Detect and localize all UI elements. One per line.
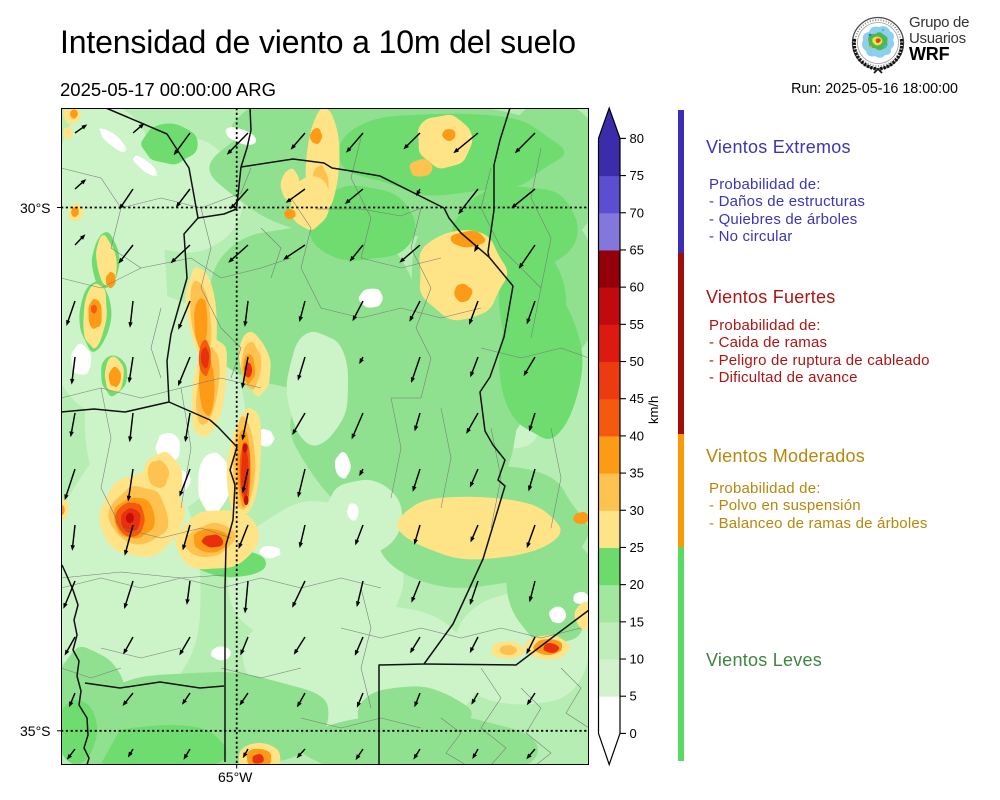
svg-text:50: 50 bbox=[630, 354, 644, 369]
svg-text:40: 40 bbox=[630, 428, 644, 443]
svg-text:10: 10 bbox=[630, 652, 644, 667]
svg-text:60: 60 bbox=[630, 280, 644, 295]
svg-text:45: 45 bbox=[630, 391, 644, 406]
svg-text:20: 20 bbox=[630, 577, 644, 592]
svg-text:35: 35 bbox=[630, 466, 644, 481]
svg-text:65: 65 bbox=[630, 242, 644, 257]
svg-text:15: 15 bbox=[630, 614, 644, 629]
svg-text:80: 80 bbox=[630, 131, 644, 146]
svg-text:75: 75 bbox=[630, 168, 644, 183]
svg-text:55: 55 bbox=[630, 317, 644, 332]
svg-text:25: 25 bbox=[630, 540, 644, 555]
svg-text:5: 5 bbox=[630, 689, 637, 704]
svg-text:0: 0 bbox=[630, 726, 637, 741]
svg-text:70: 70 bbox=[630, 205, 644, 220]
svg-text:30: 30 bbox=[630, 503, 644, 518]
